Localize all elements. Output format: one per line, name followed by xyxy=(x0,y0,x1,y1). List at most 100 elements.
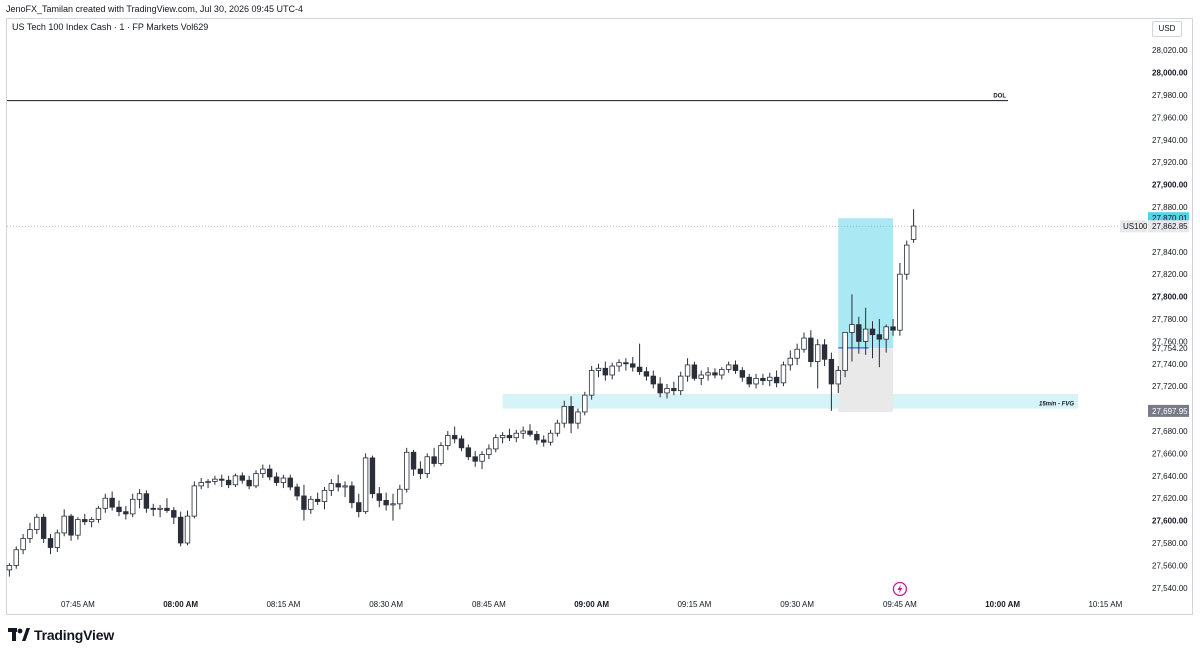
candle[interactable] xyxy=(678,375,684,392)
candle[interactable] xyxy=(308,498,314,510)
candle[interactable] xyxy=(390,503,396,506)
candle[interactable] xyxy=(541,439,547,443)
candle[interactable] xyxy=(314,498,321,502)
candle[interactable] xyxy=(787,357,793,366)
candle[interactable] xyxy=(68,515,74,536)
candle[interactable] xyxy=(643,371,650,377)
candle[interactable] xyxy=(410,451,417,470)
candle[interactable] xyxy=(438,445,444,464)
candle[interactable] xyxy=(321,489,328,502)
candle[interactable] xyxy=(40,516,47,539)
candle[interactable] xyxy=(82,519,88,523)
candle[interactable] xyxy=(849,324,855,333)
candle[interactable] xyxy=(123,511,129,515)
candle[interactable] xyxy=(773,376,780,384)
candle[interactable] xyxy=(513,432,519,439)
candle[interactable] xyxy=(472,456,478,462)
candle[interactable] xyxy=(869,328,876,336)
candle[interactable] xyxy=(61,515,67,534)
candle[interactable] xyxy=(582,394,588,413)
candle[interactable] xyxy=(739,370,746,378)
candle[interactable] xyxy=(753,377,759,385)
candle[interactable] xyxy=(157,507,163,510)
candle[interactable] xyxy=(636,366,643,373)
candle[interactable] xyxy=(88,519,95,523)
candle[interactable] xyxy=(650,375,656,385)
candle[interactable] xyxy=(808,337,814,362)
candle[interactable] xyxy=(588,370,595,396)
candle[interactable] xyxy=(890,326,896,331)
candle[interactable] xyxy=(417,468,424,474)
candle[interactable] xyxy=(362,457,369,513)
candle[interactable] xyxy=(719,368,725,376)
candle[interactable] xyxy=(493,437,499,450)
candle[interactable] xyxy=(630,363,636,368)
candle[interactable] xyxy=(862,328,869,342)
candle[interactable] xyxy=(815,344,821,362)
candle[interactable] xyxy=(376,493,382,501)
candle[interactable] xyxy=(780,364,787,384)
candle[interactable] xyxy=(27,529,33,539)
candle[interactable] xyxy=(143,493,150,509)
candle[interactable] xyxy=(568,405,574,424)
candle[interactable] xyxy=(725,364,732,370)
candle[interactable] xyxy=(171,510,177,518)
candle[interactable] xyxy=(534,433,540,441)
candle[interactable] xyxy=(465,447,472,458)
candle[interactable] xyxy=(109,497,115,508)
candle[interactable] xyxy=(794,348,800,359)
candle[interactable] xyxy=(767,376,773,381)
candle[interactable] xyxy=(732,364,739,371)
candle[interactable] xyxy=(451,435,458,440)
candle[interactable] xyxy=(75,519,81,536)
candle[interactable] xyxy=(403,451,410,490)
candle[interactable] xyxy=(253,473,259,487)
candle[interactable] xyxy=(294,486,300,497)
zone-fvg[interactable] xyxy=(502,394,1079,409)
candle[interactable] xyxy=(95,507,102,520)
candle[interactable] xyxy=(684,364,691,377)
candle[interactable] xyxy=(239,475,245,481)
candle[interactable] xyxy=(499,435,506,439)
candle[interactable] xyxy=(623,362,629,365)
candle[interactable] xyxy=(842,332,848,371)
candle[interactable] xyxy=(801,337,807,350)
candle[interactable] xyxy=(273,476,280,483)
candle[interactable] xyxy=(705,372,711,376)
candle[interactable] xyxy=(136,493,143,500)
candle[interactable] xyxy=(301,495,307,510)
tradingview-logo[interactable]: TradingView xyxy=(8,626,114,644)
candle[interactable] xyxy=(219,478,225,481)
candle[interactable] xyxy=(260,468,266,474)
candle[interactable] xyxy=(698,374,704,379)
candle[interactable] xyxy=(609,365,615,376)
candle[interactable] xyxy=(150,507,156,510)
candle[interactable] xyxy=(369,457,376,495)
candle[interactable] xyxy=(184,515,191,544)
candle[interactable] xyxy=(506,435,513,439)
candle[interactable] xyxy=(458,438,465,449)
candle[interactable] xyxy=(527,430,533,435)
candle[interactable] xyxy=(821,344,828,360)
candle[interactable] xyxy=(883,326,889,340)
candle[interactable] xyxy=(835,370,841,385)
candle[interactable] xyxy=(616,362,622,367)
candle[interactable] xyxy=(164,507,170,511)
candle[interactable] xyxy=(116,506,122,513)
candle[interactable] xyxy=(554,422,561,434)
candle[interactable] xyxy=(691,364,698,379)
candle[interactable] xyxy=(177,516,184,544)
candle[interactable] xyxy=(561,405,567,424)
candle[interactable] xyxy=(486,448,492,455)
candle[interactable] xyxy=(328,483,335,491)
candle[interactable] xyxy=(266,468,273,478)
candle[interactable] xyxy=(547,432,554,443)
currency-button[interactable]: USD xyxy=(1152,21,1182,37)
candle[interactable] xyxy=(602,367,609,376)
candle[interactable] xyxy=(129,498,136,515)
candle[interactable] xyxy=(383,500,389,506)
candle[interactable] xyxy=(445,435,451,446)
candle[interactable] xyxy=(760,377,766,381)
candle[interactable] xyxy=(664,388,670,394)
